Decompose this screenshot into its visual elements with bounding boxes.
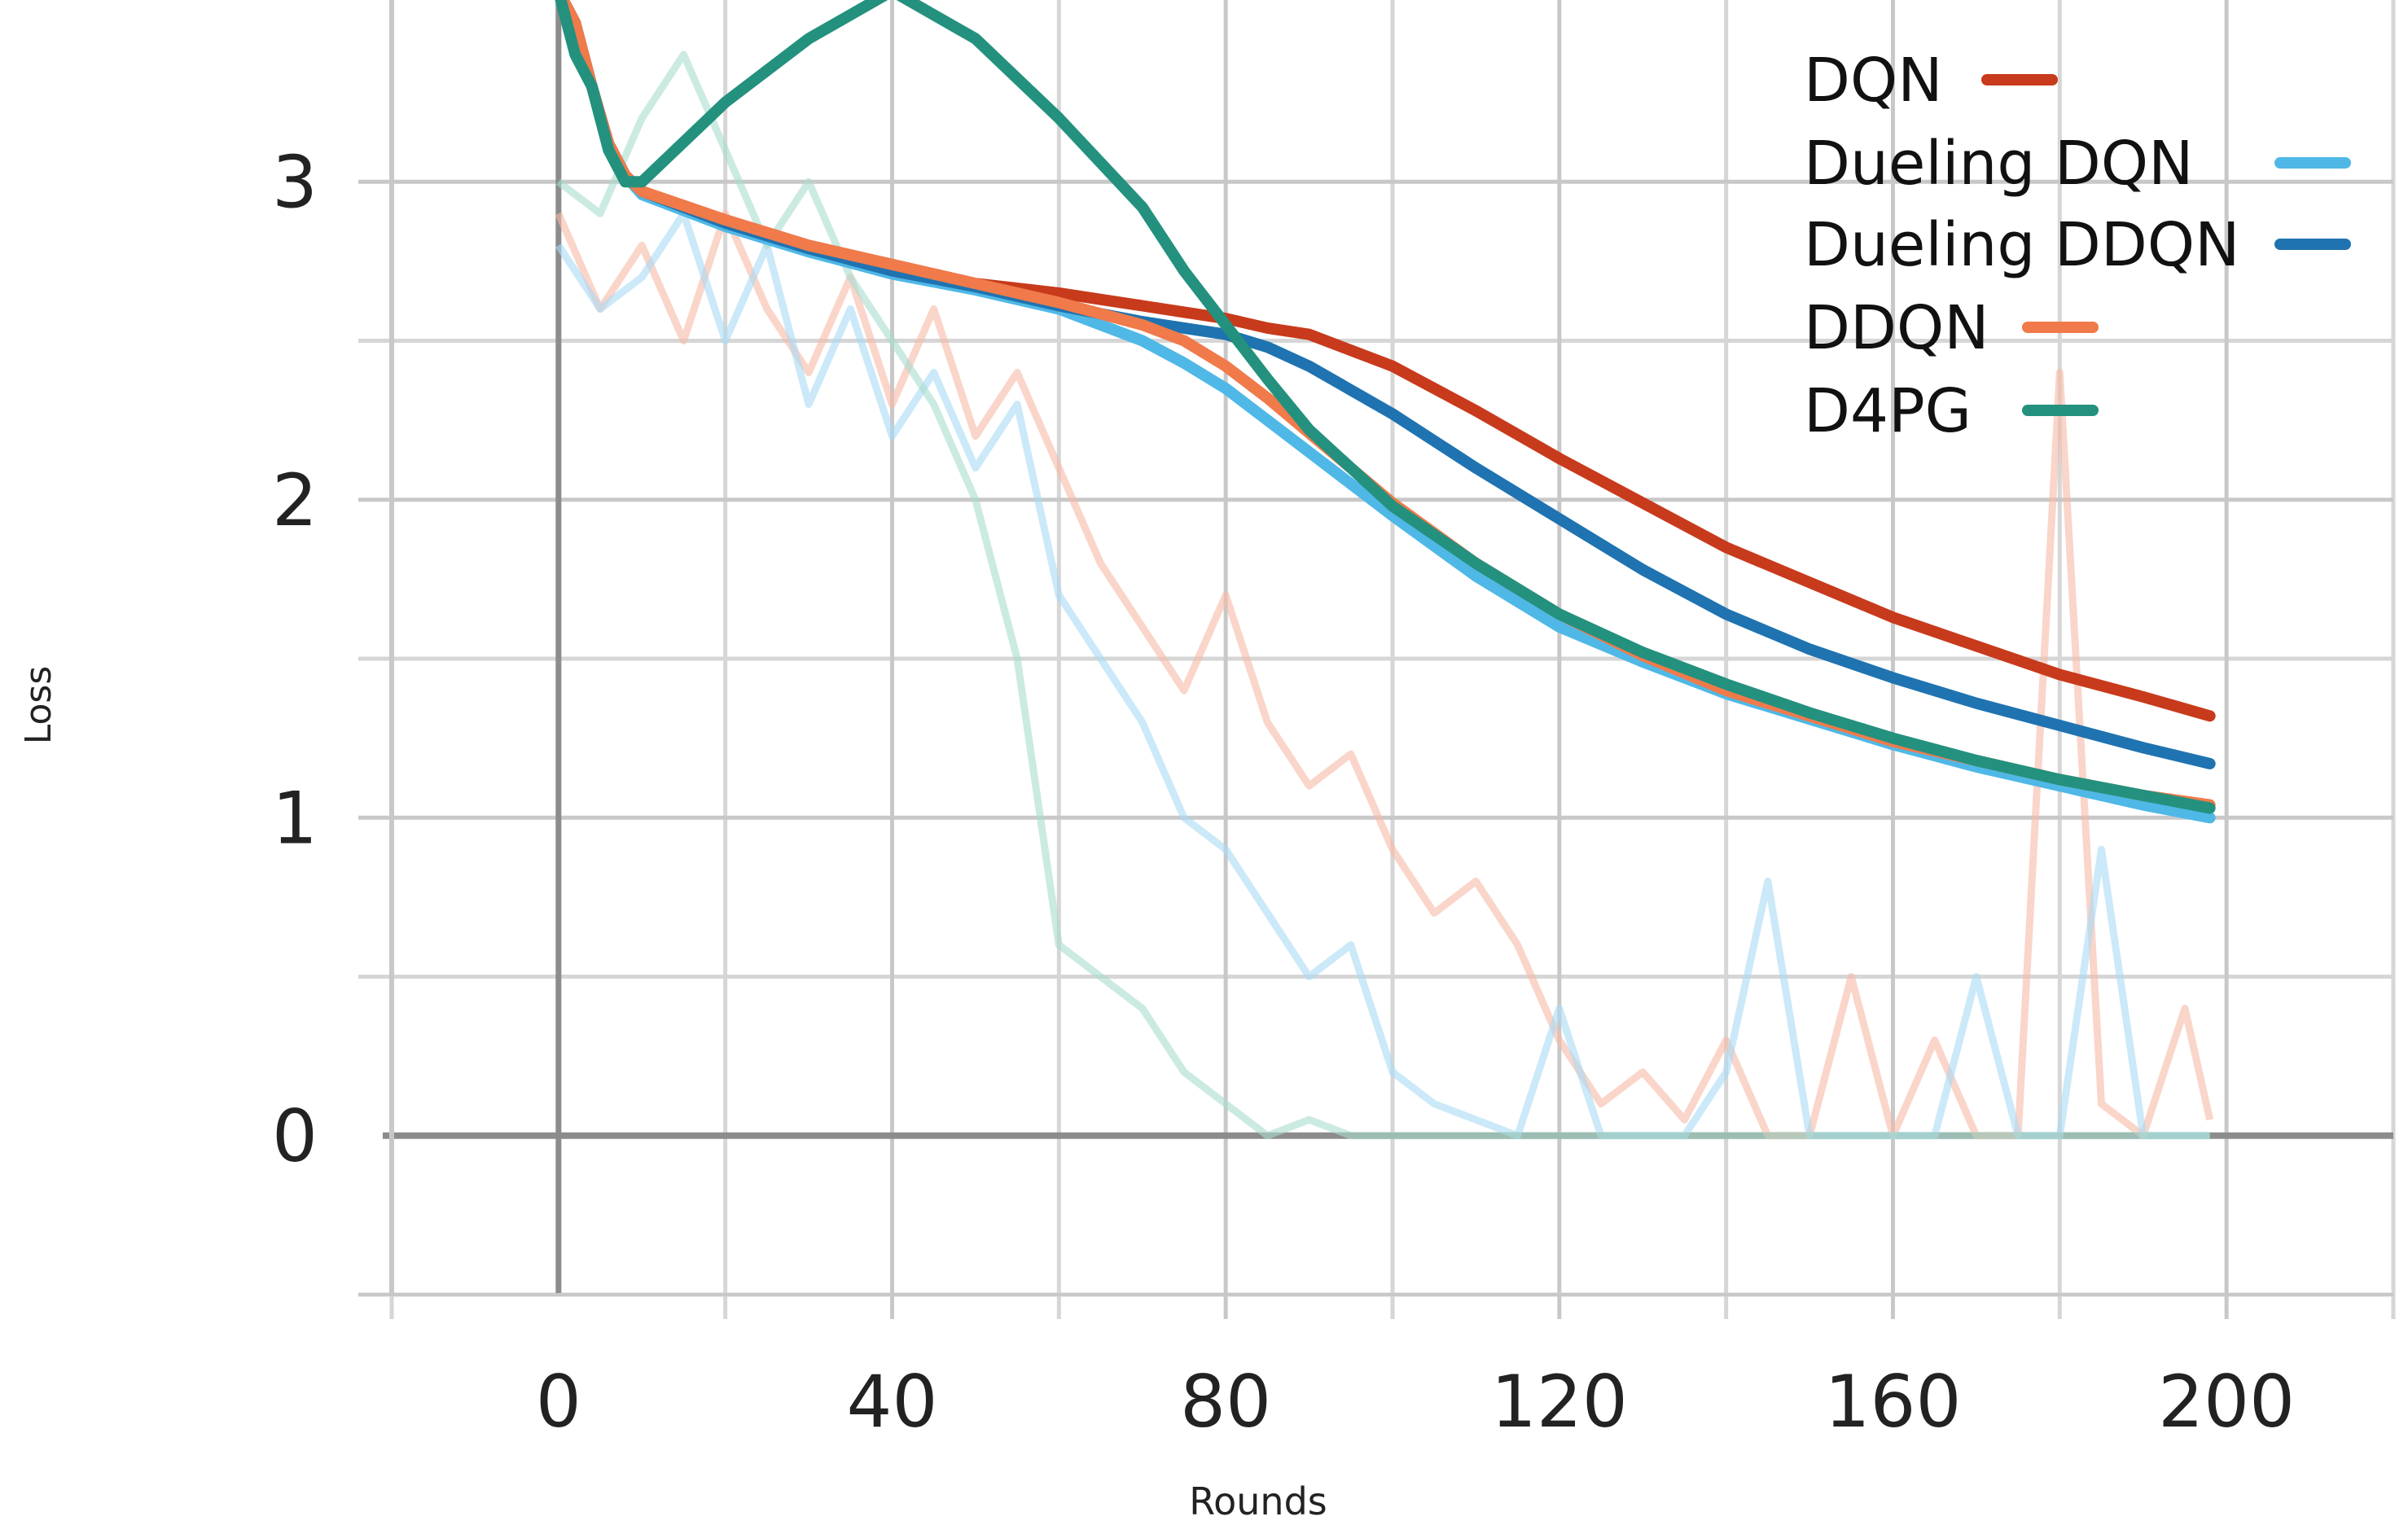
legend-label-dqn: DQN [1804,46,1943,116]
legend-label-d4pg: D4PG [1804,376,1972,446]
y-tick-label: 3 [272,140,318,224]
grid-major [358,0,2393,1319]
series-line-d4pg [555,0,2216,814]
x-tick-label: 80 [1180,1360,1271,1444]
x-tick-label: 0 [536,1360,581,1444]
raw-lines [555,50,2214,1140]
legend: DQN Dueling DQN Dueling DDQN DDQN D4PG [1804,46,2351,446]
legend-label-ddqn: DDQN [1804,293,1989,363]
x-tick-label: 160 [1825,1360,1962,1444]
x-axis-title: Rounds [1189,1479,1327,1523]
x-tick-label: 40 [847,1360,938,1444]
smooth-lines [555,0,2216,824]
x-tick-labels: 0 40 80 120 160 200 [536,1360,2295,1444]
legend-label-dueling-ddqn: Dueling DDQN [1804,210,2240,280]
x-tick-label: 120 [1491,1360,1628,1444]
raw-line-d4pg [556,50,2210,1140]
x-tick-label: 200 [2158,1360,2295,1444]
y-tick-label: 1 [272,776,318,860]
raw-line-dueling-dqn [555,209,2210,1140]
y-tick-label: 0 [272,1094,318,1178]
y-tick-labels: 0 1 2 3 [272,140,318,1178]
y-tick-label: 2 [272,458,318,542]
y-axis-title: Loss [18,666,59,745]
legend-label-dueling-dqn: Dueling DQN [1804,129,2194,199]
